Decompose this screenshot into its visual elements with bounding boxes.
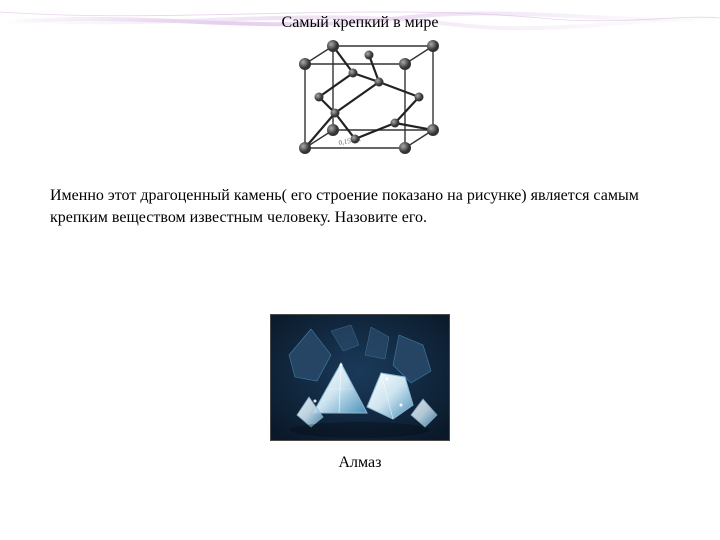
- question-text: Именно этот драгоценный камень( его стро…: [50, 185, 690, 228]
- page-title: Самый крепкий в мире: [0, 14, 720, 32]
- lattice-diagram: 0,15 нм: [0, 38, 720, 183]
- answer-text: Алмаз: [0, 454, 720, 472]
- diamond-image: [0, 314, 720, 446]
